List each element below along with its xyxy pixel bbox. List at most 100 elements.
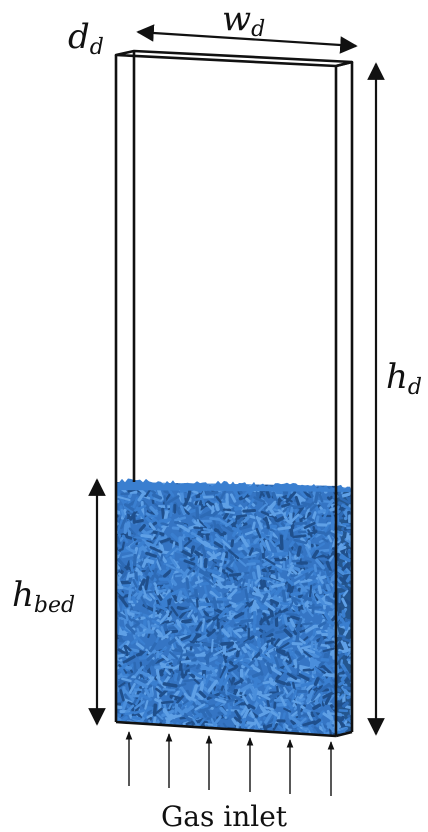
particle xyxy=(296,545,302,557)
particle xyxy=(322,712,334,721)
particle xyxy=(304,482,313,486)
particle xyxy=(121,677,132,683)
particle xyxy=(324,589,336,595)
particle xyxy=(182,622,192,634)
particle xyxy=(340,659,344,666)
particle xyxy=(176,590,183,602)
particle xyxy=(234,602,244,612)
particle xyxy=(129,650,134,659)
particle xyxy=(253,596,262,607)
particle xyxy=(155,687,163,694)
particle xyxy=(277,642,290,651)
particle xyxy=(230,539,235,548)
particle xyxy=(257,661,264,676)
particle xyxy=(282,506,289,513)
particle xyxy=(233,654,245,665)
particle xyxy=(171,526,182,530)
particle xyxy=(218,502,224,513)
particle xyxy=(121,473,128,479)
particle xyxy=(200,482,206,483)
particle xyxy=(166,495,180,505)
particle xyxy=(235,514,248,518)
particle xyxy=(149,681,159,687)
particle xyxy=(297,654,305,662)
particle xyxy=(189,602,198,613)
particle xyxy=(246,562,257,566)
particle xyxy=(176,670,182,681)
particle xyxy=(235,598,249,606)
particle xyxy=(300,567,314,575)
particle xyxy=(131,618,140,624)
particle xyxy=(160,626,166,637)
particle xyxy=(287,603,293,611)
particle xyxy=(336,686,342,693)
particle xyxy=(162,482,169,484)
particle xyxy=(339,622,349,627)
particle xyxy=(270,612,282,621)
particle xyxy=(293,538,308,545)
particle xyxy=(147,620,152,633)
particle xyxy=(292,596,301,603)
particle xyxy=(298,575,306,582)
particle xyxy=(214,698,227,704)
particle xyxy=(194,550,204,557)
particle xyxy=(253,496,266,504)
particle xyxy=(351,515,352,524)
particle xyxy=(260,576,270,581)
particle xyxy=(195,476,205,480)
particle xyxy=(290,710,299,717)
particle xyxy=(264,681,275,689)
particle xyxy=(336,539,340,548)
particle xyxy=(309,482,317,483)
particle xyxy=(237,482,245,484)
particle xyxy=(202,576,214,586)
particle xyxy=(180,634,193,641)
particle xyxy=(124,711,135,716)
particle xyxy=(160,537,171,544)
particle xyxy=(162,682,178,688)
particle xyxy=(303,482,312,488)
particle xyxy=(292,534,307,539)
particle xyxy=(260,532,270,541)
particle xyxy=(155,558,162,571)
particle xyxy=(185,720,194,726)
particle xyxy=(277,470,281,479)
particle xyxy=(223,482,236,484)
particle xyxy=(144,699,149,710)
particle xyxy=(284,597,293,602)
particle xyxy=(315,558,325,570)
particle xyxy=(283,614,289,626)
particle xyxy=(186,475,189,480)
particle xyxy=(295,564,305,569)
particle xyxy=(152,703,158,717)
particle xyxy=(287,569,292,577)
particle xyxy=(344,671,352,681)
particle xyxy=(301,622,313,626)
particle xyxy=(120,585,135,592)
particle xyxy=(322,508,330,520)
particle xyxy=(313,563,318,573)
particle xyxy=(241,482,252,484)
particle xyxy=(280,600,292,611)
particle xyxy=(112,650,113,662)
particle xyxy=(205,490,219,496)
particle xyxy=(242,695,249,705)
particle xyxy=(199,720,207,728)
particle xyxy=(263,685,270,694)
particle xyxy=(170,578,178,587)
particle xyxy=(267,717,275,725)
particle xyxy=(188,573,192,582)
particle xyxy=(301,595,313,602)
particle xyxy=(274,540,283,546)
particle xyxy=(258,504,267,512)
particle xyxy=(337,634,346,638)
particle xyxy=(253,695,264,706)
particle xyxy=(122,697,133,704)
particle xyxy=(228,572,242,577)
particle xyxy=(261,592,269,604)
particle xyxy=(318,482,333,484)
particle xyxy=(327,626,331,640)
particle xyxy=(309,533,318,541)
particle xyxy=(324,672,336,678)
particle xyxy=(133,536,145,540)
